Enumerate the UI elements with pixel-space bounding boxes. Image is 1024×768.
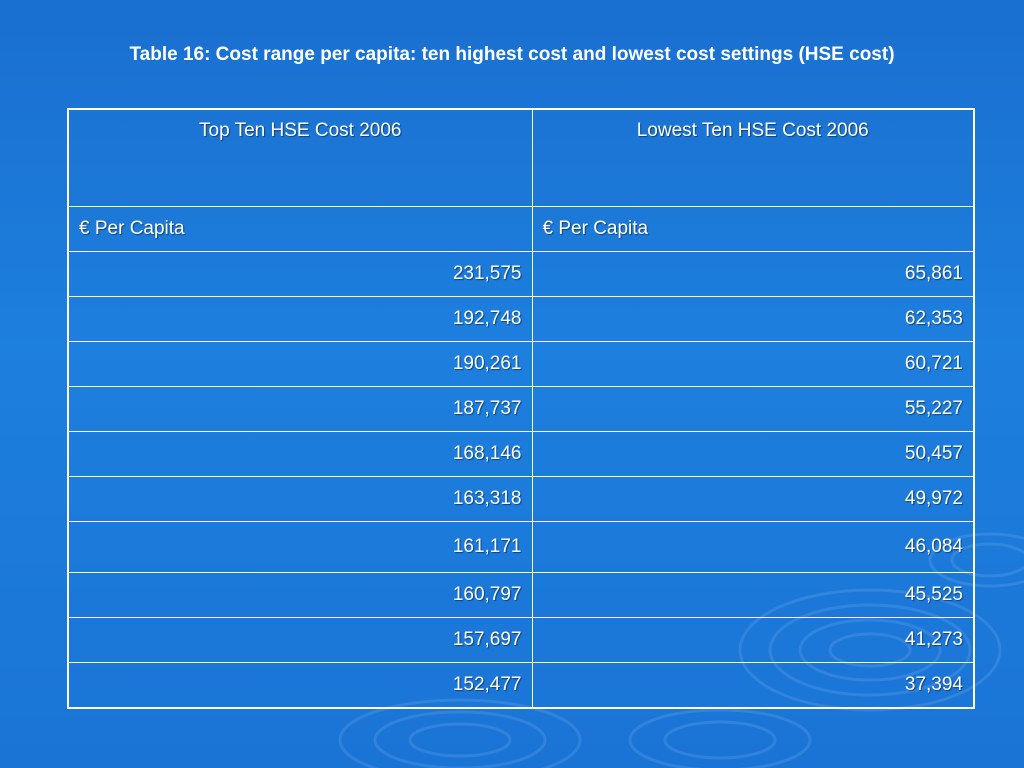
top-ten-value: 157,697 — [67, 617, 533, 663]
top-ten-value: 187,737 — [67, 386, 533, 432]
lowest-ten-value: 37,394 — [531, 662, 975, 709]
lowest-ten-value: 62,353 — [531, 296, 975, 342]
top-ten-value: 152,477 — [67, 662, 533, 709]
table-row: 168,146 50,457 — [67, 431, 975, 477]
top-ten-value: 168,146 — [67, 431, 533, 477]
table-row: 187,737 55,227 — [67, 386, 975, 432]
lowest-ten-value: 45,525 — [531, 572, 975, 618]
table-row: 190,261 60,721 — [67, 341, 975, 387]
lowest-ten-value: 49,972 — [531, 476, 975, 522]
table-header-row: Top Ten HSE Cost 2006 Lowest Ten HSE Cos… — [67, 108, 975, 207]
subheader-top-ten-unit: € Per Capita — [67, 206, 533, 252]
lowest-ten-value: 41,273 — [531, 617, 975, 663]
lowest-ten-value: 46,084 — [531, 521, 975, 573]
top-ten-value: 163,318 — [67, 476, 533, 522]
lowest-ten-value: 50,457 — [531, 431, 975, 477]
top-ten-value: 231,575 — [67, 251, 533, 297]
top-ten-value: 190,261 — [67, 341, 533, 387]
table-row: 161,171 46,084 — [67, 521, 975, 573]
subheader-lowest-ten-unit: € Per Capita — [531, 206, 975, 252]
lowest-ten-value: 65,861 — [531, 251, 975, 297]
slide-title: Table 16: Cost range per capita: ten hig… — [129, 44, 895, 65]
table-row: 157,697 41,273 — [67, 617, 975, 663]
lowest-ten-value: 55,227 — [531, 386, 975, 432]
cost-table: Top Ten HSE Cost 2006 Lowest Ten HSE Cos… — [67, 108, 975, 709]
column-header-lowest-ten: Lowest Ten HSE Cost 2006 — [531, 108, 975, 207]
table-row: 160,797 45,525 — [67, 572, 975, 618]
top-ten-value: 192,748 — [67, 296, 533, 342]
table-row: 152,477 37,394 — [67, 662, 975, 709]
table-row: 192,748 62,353 — [67, 296, 975, 342]
table-row: 163,318 49,972 — [67, 476, 975, 522]
top-ten-value: 161,171 — [67, 521, 533, 573]
column-header-top-ten: Top Ten HSE Cost 2006 — [67, 108, 533, 207]
top-ten-value: 160,797 — [67, 572, 533, 618]
lowest-ten-value: 60,721 — [531, 341, 975, 387]
table-subheader-row: € Per Capita € Per Capita — [67, 206, 975, 252]
table-row: 231,575 65,861 — [67, 251, 975, 297]
